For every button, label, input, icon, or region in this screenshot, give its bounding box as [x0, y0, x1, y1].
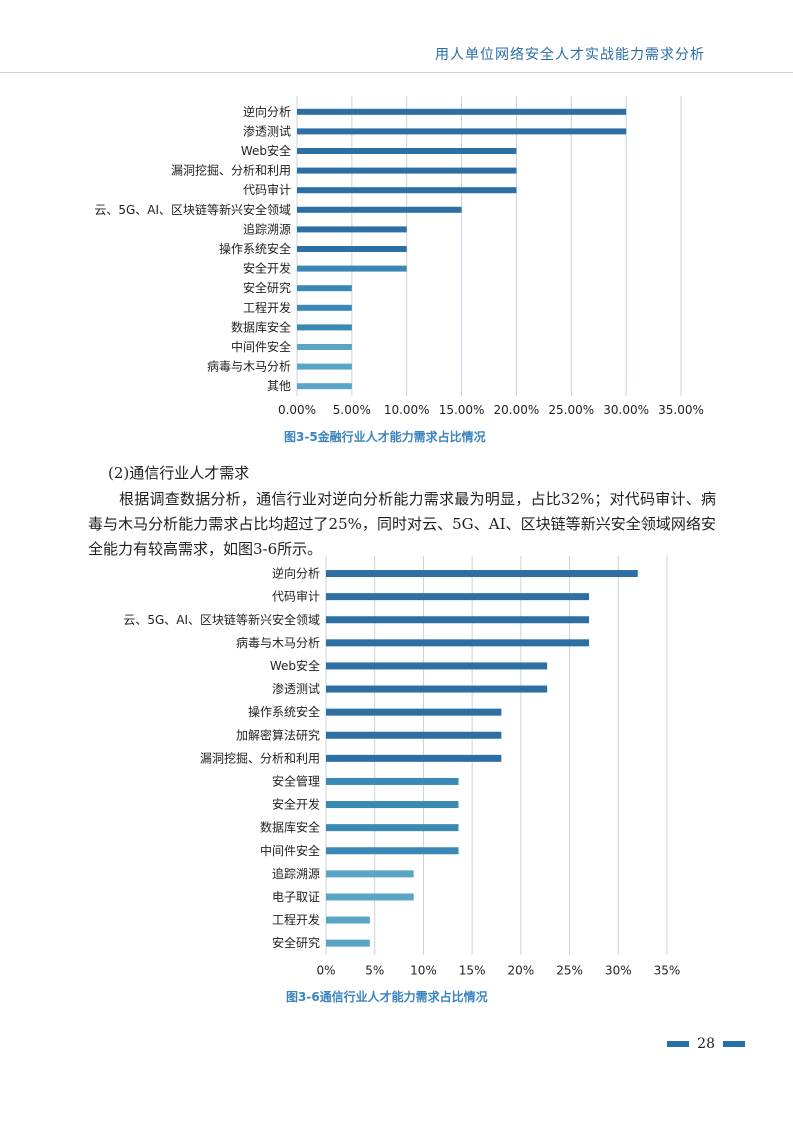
bar [326, 893, 414, 901]
bar [326, 731, 502, 739]
x-tick-label: 35.00% [658, 403, 704, 417]
category-label: 渗透测试 [243, 123, 291, 138]
bar [297, 226, 407, 233]
category-label: 安全研究 [243, 280, 291, 295]
category-label: 逆向分析 [243, 104, 291, 119]
bar [326, 616, 590, 624]
x-tick-label: 5.00% [333, 403, 371, 417]
bar [297, 285, 352, 292]
bar [297, 206, 462, 213]
bar [326, 870, 414, 878]
category-label: 逆向分析 [272, 566, 320, 581]
page-number-text: 28 [697, 1036, 715, 1052]
category-label: Web安全 [270, 658, 320, 673]
page-number-bar-right [723, 1041, 745, 1047]
x-tick-label: 10% [410, 964, 437, 978]
category-label: 病毒与木马分析 [207, 359, 291, 374]
x-tick-label: 30% [605, 964, 632, 978]
category-label: 云、5G、AI、区块链等新兴安全领域 [94, 202, 291, 217]
category-label: 漏洞挖掘、分析和利用 [171, 163, 291, 178]
running-header-title: 用人单位网络安全人才实战能力需求分析 [435, 47, 705, 63]
category-label: 工程开发 [272, 912, 320, 927]
category-label: 工程开发 [243, 300, 291, 315]
chart-caption-fig3-6: 图3-6通信行业人才能力需求占比情况 [286, 990, 488, 1004]
x-tick-label: 20.00% [494, 403, 540, 417]
header-divider [0, 72, 793, 73]
bar [326, 708, 502, 716]
x-tick-label: 25% [556, 964, 583, 978]
category-label: 追踪溯源 [243, 221, 291, 236]
bar [326, 824, 459, 832]
section-heading: (2)通信行业人才需求 [108, 464, 250, 482]
bar [297, 167, 517, 174]
category-label: 中间件安全 [260, 843, 320, 858]
category-label: 安全开发 [272, 797, 320, 812]
bar [326, 570, 638, 578]
bar [297, 128, 627, 135]
bar [297, 363, 352, 370]
category-label: 加解密算法研究 [236, 727, 320, 742]
bar [297, 265, 407, 272]
x-tick-label: 15% [459, 964, 486, 978]
bar [326, 593, 590, 601]
bar [297, 324, 352, 331]
category-label: 安全管理 [272, 773, 320, 788]
category-label: 中间件安全 [231, 339, 291, 354]
bar [326, 847, 459, 855]
category-label: 安全研究 [272, 935, 320, 950]
x-tick-label: 0% [316, 964, 335, 978]
category-label: 病毒与木马分析 [236, 635, 320, 650]
bar [297, 383, 352, 390]
category-label: 追踪溯源 [272, 866, 320, 881]
page-number-bar-left [667, 1041, 690, 1047]
x-tick-label: 25.00% [548, 403, 594, 417]
category-label: 操作系统安全 [248, 704, 320, 719]
x-tick-label: 0.00% [278, 403, 316, 417]
category-label: 渗透测试 [272, 681, 320, 696]
x-tick-label: 20% [508, 964, 535, 978]
category-label: 操作系统安全 [219, 241, 291, 256]
bar [326, 639, 590, 647]
page-number: 28 [667, 1036, 745, 1052]
bar [297, 187, 517, 194]
bar [297, 304, 352, 311]
body-paragraph: 根据调查数据分析，通信行业对逆向分析能力需求最为明显，占比32%；对代码审计、病… [88, 490, 716, 558]
x-tick-label: 30.00% [603, 403, 649, 417]
x-tick-label: 35% [654, 964, 681, 978]
bar [326, 685, 548, 693]
category-label: 电子取证 [272, 890, 320, 904]
chart-caption-fig3-5: 图3-5金融行业人才能力需求占比情况 [284, 430, 486, 444]
category-label: 安全开发 [243, 261, 291, 276]
bar [297, 246, 407, 252]
bar [297, 108, 627, 115]
bar [326, 801, 459, 809]
bar [326, 662, 548, 670]
category-label: 代码审计 [272, 589, 320, 604]
category-label: 云、5G、AI、区块链等新兴安全领域 [123, 612, 320, 627]
category-label: 其他 [267, 379, 291, 393]
category-label: 数据库安全 [260, 820, 320, 835]
chart-telecom-industry: 0% 5% 10% 15% 20% 25% 30% 35% 逆向分析代码审计云、5G、AI、区块… [123, 556, 681, 978]
x-tick-label: 15.00% [439, 403, 485, 417]
category-label: 漏洞挖掘、分析和利用 [200, 750, 320, 765]
category-label: 数据库安全 [231, 319, 291, 334]
bar [297, 344, 352, 350]
category-label: Web安全 [241, 143, 291, 158]
bar [326, 916, 370, 924]
bar [297, 148, 517, 154]
bar [326, 754, 502, 762]
x-tick-label: 10.00% [384, 403, 430, 417]
chart-financial-industry: 0.00% 5.00% 10.00% 15.00% 20.00% 25.00% 30.00%… [94, 96, 704, 417]
category-label: 代码审计 [243, 182, 291, 197]
x-tick-label: 5% [365, 964, 384, 978]
bar [326, 939, 370, 947]
bar [326, 777, 459, 785]
